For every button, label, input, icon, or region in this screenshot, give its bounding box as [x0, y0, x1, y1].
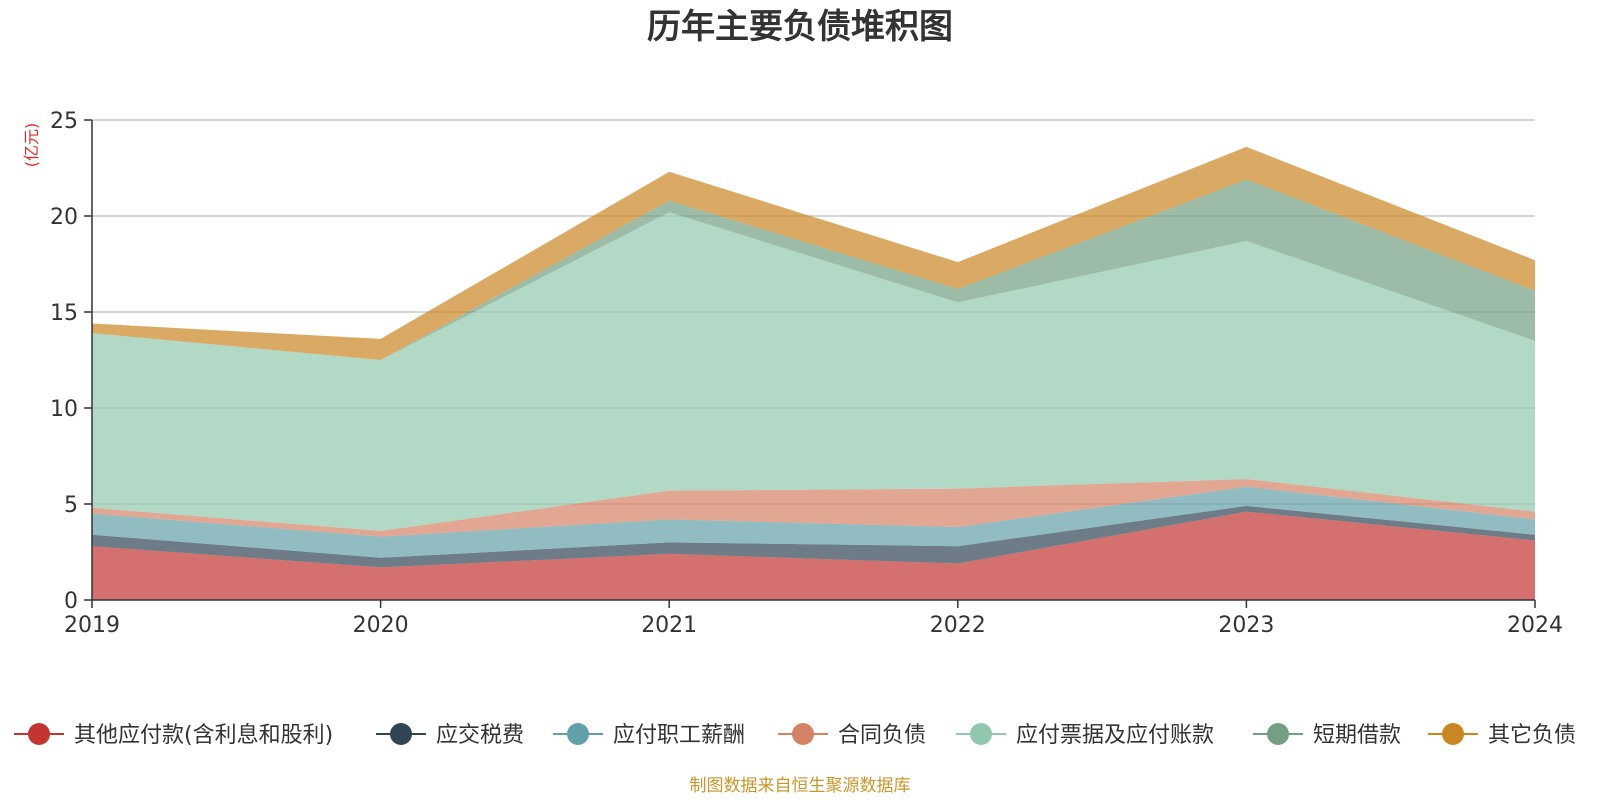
x-tick-label: 2019: [64, 613, 120, 638]
y-tick-label: 20: [50, 205, 78, 230]
legend-label: 其他应付款(含利息和股利): [74, 723, 333, 748]
source-note: 制图数据来自恒生聚源数据库: [690, 776, 911, 796]
legend-item-7[interactable]: 其它负债: [1428, 723, 1576, 748]
area-series-group: [92, 146, 1535, 600]
legend-marker-icon: [390, 723, 412, 745]
y-axis-unit-label: (亿元): [22, 123, 41, 168]
legend-marker-icon: [567, 723, 589, 745]
x-tick-label: 2024: [1507, 613, 1563, 638]
legend-label: 应付票据及应付账款: [1016, 723, 1214, 748]
y-tick-label: 5: [64, 493, 78, 518]
legend-label: 合同负债: [838, 723, 926, 748]
legend-marker-icon: [28, 723, 50, 745]
x-tick-label: 2023: [1218, 613, 1274, 638]
legend-item-1[interactable]: 其他应付款(含利息和股利): [14, 723, 333, 748]
y-tick-label: 25: [50, 109, 78, 134]
area-series-4[interactable]: [92, 479, 1535, 537]
area-series-5[interactable]: [92, 212, 1535, 531]
legend-marker-icon: [1442, 723, 1464, 745]
area-series-7[interactable]: [92, 146, 1535, 360]
x-tick-label: 2021: [641, 613, 697, 638]
x-tick-label: 2020: [353, 613, 409, 638]
area-series-6[interactable]: [92, 179, 1535, 361]
chart-title: 历年主要负债堆积图: [647, 7, 953, 47]
legend-item-2[interactable]: 应交税费: [376, 723, 524, 748]
legend: 其他应付款(含利息和股利) 应交税费 应付职工薪酬 合同负债 应付票据及应付账款 短期借款…: [14, 723, 1576, 748]
y-tick-label: 15: [50, 301, 78, 326]
legend-marker-icon: [970, 723, 992, 745]
legend-marker-icon: [792, 723, 814, 745]
y-tick-label: 10: [50, 397, 78, 422]
area-series-2[interactable]: [92, 505, 1535, 568]
legend-item-4[interactable]: 合同负债: [778, 723, 926, 748]
legend-label: 应付职工薪酬: [613, 723, 745, 748]
area-series-3[interactable]: [92, 486, 1535, 558]
legend-marker-icon: [1267, 723, 1289, 745]
x-tick-label: 2022: [930, 613, 986, 638]
area-series-1[interactable]: [92, 511, 1535, 600]
legend-item-6[interactable]: 短期借款: [1253, 723, 1401, 748]
legend-label: 其它负债: [1488, 723, 1576, 748]
legend-item-5[interactable]: 应付票据及应付账款: [956, 723, 1214, 748]
legend-label: 短期借款: [1313, 723, 1401, 748]
axes: 0 5 10 15 20 25 2019 2020 2021 2022 2023 2024: [50, 109, 1563, 638]
legend-item-3[interactable]: 应付职工薪酬: [553, 723, 745, 748]
legend-label: 应交税费: [436, 723, 524, 748]
y-tick-label: 0: [64, 589, 78, 614]
